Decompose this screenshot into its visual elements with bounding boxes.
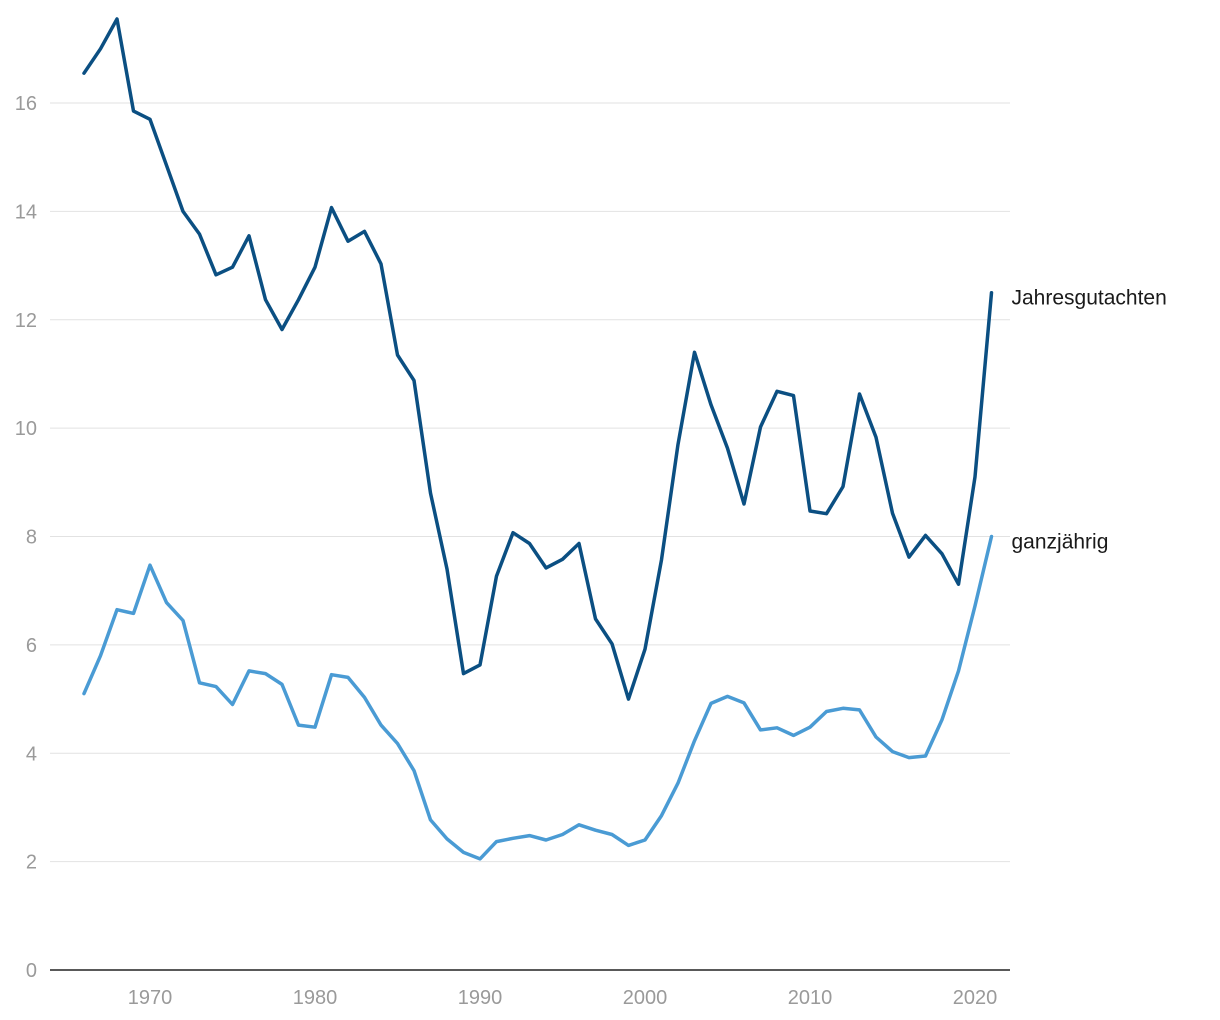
series-line-ganzjaehrig — [82, 534, 994, 861]
y-tick-label-14: 14 — [15, 201, 37, 223]
x-tick-label-2020: 2020 — [953, 987, 998, 1009]
series-labels: Jahresgutachten ganzjährig — [1012, 287, 1167, 554]
y-tick-label-0: 0 — [26, 960, 37, 982]
y-tick-label-10: 10 — [15, 418, 37, 440]
x-axis-tick-labels: 1970 1980 1990 2000 2010 2020 — [128, 987, 998, 1009]
x-tick-label-2000: 2000 — [623, 987, 668, 1009]
y-axis-tick-labels: 0 2 4 6 8 10 12 14 16 — [15, 93, 37, 982]
x-tick-label-2010: 2010 — [788, 987, 833, 1009]
y-tick-label-12: 12 — [15, 310, 37, 332]
series-label-jahresgutachten: Jahresgutachten — [1012, 287, 1167, 310]
x-tick-label-1990: 1990 — [458, 987, 503, 1009]
series-line-jahresgutachten — [82, 17, 994, 701]
y-tick-label-2: 2 — [26, 852, 37, 874]
x-tick-label-1980: 1980 — [293, 987, 338, 1009]
x-tick-label-1970: 1970 — [128, 987, 173, 1009]
y-tick-label-16: 16 — [15, 93, 37, 115]
y-tick-label-6: 6 — [26, 635, 37, 657]
series-label-ganzjaehrig: ganzjährig — [1012, 531, 1109, 554]
series-lines — [82, 17, 994, 861]
y-tick-label-8: 8 — [26, 527, 37, 549]
y-tick-label-4: 4 — [26, 743, 37, 765]
gridlines — [50, 102, 1010, 863]
